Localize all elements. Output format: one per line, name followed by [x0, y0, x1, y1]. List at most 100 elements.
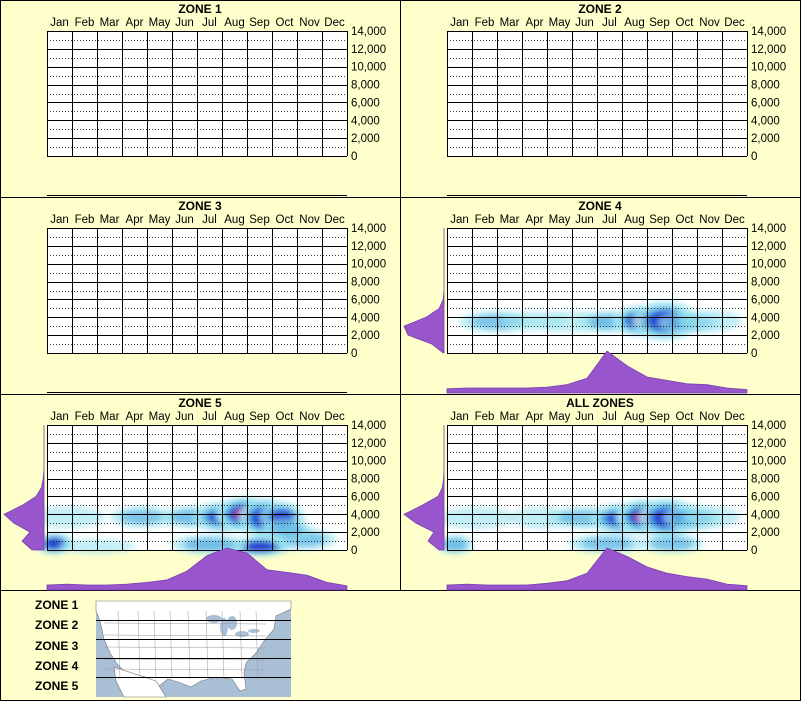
panel-title: ZONE 4	[578, 199, 622, 213]
y-tick-label: 12,000	[751, 44, 786, 56]
month-tick-label: Sep	[649, 17, 669, 29]
month-tick-label: Sep	[649, 214, 669, 226]
map-state-line	[205, 610, 209, 680]
y-tick-label: 14,000	[351, 26, 386, 38]
month-tick-label: Sep	[249, 411, 269, 423]
y-tick-label: 14,000	[351, 223, 386, 235]
month-tick-label: Jun	[175, 214, 194, 226]
month-tick-label: May	[149, 411, 171, 423]
month-tick-label: Nov	[299, 214, 320, 226]
heat-blob	[243, 541, 276, 552]
month-tick-label: Feb	[75, 17, 95, 29]
y-tick-label: 10,000	[751, 62, 786, 74]
map-lake	[227, 616, 237, 630]
y-tick-label: 4,000	[751, 509, 780, 521]
month-tick-label: Apr	[126, 214, 144, 226]
map-state-line	[137, 610, 141, 680]
month-tick-label: Sep	[249, 214, 269, 226]
month-tick-label: Jan	[450, 17, 469, 29]
y-tick-label: 0	[751, 348, 757, 360]
month-tick-label: Apr	[126, 17, 144, 29]
month-tick-label: Nov	[699, 17, 720, 29]
month-tick-label: Mar	[500, 214, 520, 226]
month-tick-label: Jul	[602, 411, 617, 423]
elevation-density	[403, 228, 445, 354]
month-tick-label: Mar	[100, 411, 120, 423]
y-tick-label: 10,000	[351, 456, 386, 468]
month-tick-label: Dec	[724, 411, 745, 423]
y-tick-label: 0	[351, 151, 357, 163]
month-density	[46, 547, 348, 591]
month-tick-label: Jun	[575, 17, 594, 29]
y-tick-label: 8,000	[351, 80, 380, 92]
y-tick-label: 2,000	[351, 527, 380, 539]
map-state-line	[221, 610, 225, 680]
month-tick-label: May	[549, 17, 571, 29]
month-tick-label: Oct	[676, 214, 695, 226]
month-tick-label: Jul	[202, 214, 217, 226]
month-tick-label: Nov	[699, 411, 720, 423]
y-tick-label: 0	[751, 545, 757, 557]
month-tick-label: Nov	[299, 411, 320, 423]
month-tick-label: Feb	[475, 411, 495, 423]
map-state-line	[117, 610, 121, 680]
heat-blob	[269, 521, 305, 537]
y-tick-label: 4,000	[351, 115, 380, 127]
panel-title: ZONE 1	[178, 2, 222, 16]
map-lake	[220, 618, 228, 636]
zone-panel: ZONE 3 Jan Feb Mar Apr May Jun Jul Aug Sep Oct Nov D…	[47, 199, 386, 393]
month-tick-label: Jan	[450, 214, 469, 226]
zone-panel: ALL ZONES Jan Feb Mar Apr May Jun Jul Aug Sep Oct N…	[403, 396, 786, 591]
month-tick-label: Mar	[100, 17, 120, 29]
y-tick-label: 4,000	[351, 312, 380, 324]
y-tick-label: 12,000	[351, 241, 386, 253]
heat-blob	[580, 537, 634, 551]
elevation-density	[3, 425, 45, 551]
panel-title: ZONE 5	[178, 396, 222, 410]
month-tick-label: Jan	[50, 17, 69, 29]
zone-panel: ZONE 1 Jan Feb Mar Apr May Jun Jul Aug Sep Oct Nov D…	[47, 2, 386, 196]
month-tick-label: Jan	[50, 411, 69, 423]
month-tick-label: Jun	[175, 17, 194, 29]
y-tick-label: 12,000	[351, 438, 386, 450]
month-tick-label: Aug	[624, 411, 644, 423]
month-tick-label: Jan	[450, 411, 469, 423]
map-state-line	[103, 622, 267, 625]
map-state-line	[255, 610, 259, 680]
month-tick-label: Dec	[724, 17, 745, 29]
y-tick-label: 2,000	[351, 330, 380, 342]
y-tick-label: 10,000	[351, 62, 386, 74]
month-tick-label: Mar	[500, 411, 520, 423]
month-tick-label: May	[549, 411, 571, 423]
y-tick-label: 8,000	[351, 277, 380, 289]
y-tick-label: 2,000	[351, 133, 380, 145]
zone-legend-label: ZONE 3	[35, 639, 79, 653]
y-tick-label: 8,000	[351, 474, 380, 486]
map-lake	[235, 631, 249, 637]
y-tick-label: 4,000	[751, 115, 780, 127]
map-lake	[248, 629, 260, 633]
month-tick-label: Jul	[202, 17, 217, 29]
zone-panel: ZONE 4 Jan Feb Mar Apr May Jun Jul Aug Sep Oct Nov D…	[403, 199, 786, 394]
y-tick-label: 4,000	[751, 312, 780, 324]
y-tick-label: 0	[751, 151, 757, 163]
map-land-south	[113, 666, 167, 698]
month-tick-label: Feb	[75, 214, 95, 226]
map-state-line	[239, 610, 243, 680]
map-lake	[206, 615, 222, 623]
month-tick-label: Apr	[526, 17, 544, 29]
month-tick-label: Sep	[249, 17, 269, 29]
month-tick-label: May	[149, 214, 171, 226]
y-tick-label: 4,000	[351, 509, 380, 521]
y-tick-label: 10,000	[751, 259, 786, 271]
month-tick-label: Aug	[224, 214, 244, 226]
month-tick-label: Jul	[202, 411, 217, 423]
y-tick-label: 14,000	[751, 420, 786, 432]
zone-panel: ZONE 2 Jan Feb Mar Apr May Jun Jul Aug Sep Oct Nov D…	[447, 2, 786, 196]
month-tick-label: Nov	[299, 17, 320, 29]
y-tick-label: 12,000	[351, 44, 386, 56]
heat-blob	[438, 507, 516, 529]
y-tick-label: 0	[351, 348, 357, 360]
month-tick-label: Aug	[224, 411, 244, 423]
